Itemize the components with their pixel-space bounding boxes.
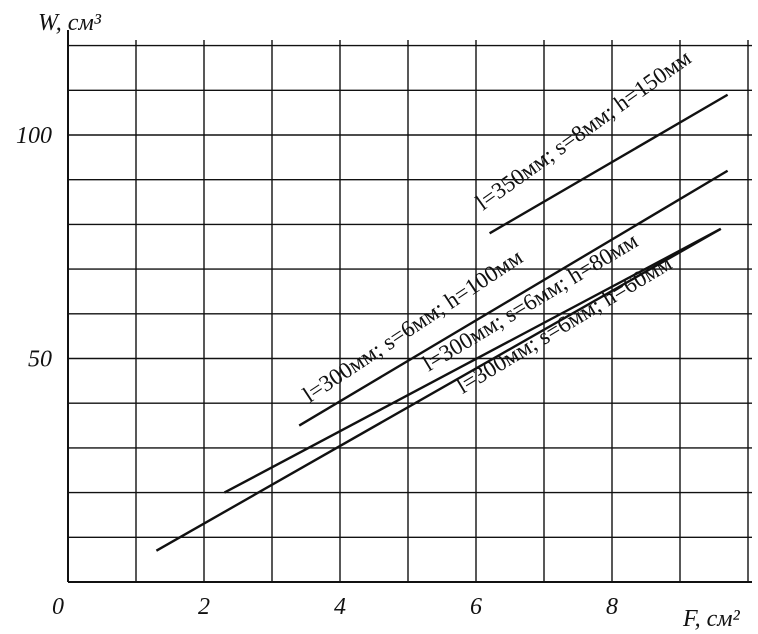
x-tick-label: 6 — [470, 594, 482, 620]
y-axis-title: W, см³ — [38, 10, 102, 36]
y-tick-label: 50 — [28, 347, 52, 373]
x-axis-title: F, см² — [682, 606, 741, 632]
axes — [67, 30, 752, 583]
curve-label: l=350мм; s=8мм; h=150мм — [471, 45, 696, 215]
series-line — [488, 93, 729, 235]
series-line — [223, 227, 722, 494]
series-lines — [155, 93, 729, 552]
x-tick-label: 4 — [334, 594, 346, 620]
x-tick-label: 2 — [198, 594, 210, 620]
y-tick-label: 100 — [16, 123, 52, 149]
series-line — [155, 227, 722, 552]
x-tick-label: 8 — [606, 594, 618, 620]
grid — [68, 40, 752, 582]
x-tick-label: 0 — [52, 594, 64, 620]
series-line — [298, 169, 729, 427]
